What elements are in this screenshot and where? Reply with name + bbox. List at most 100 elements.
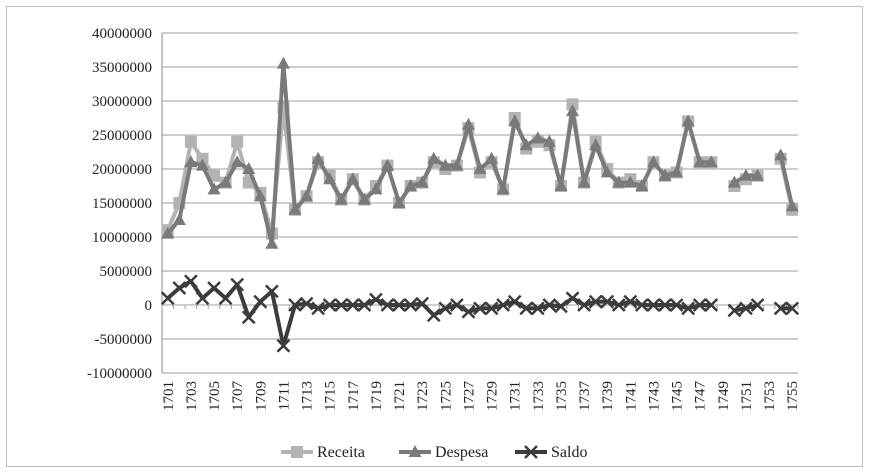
series-saldo-point-1737 <box>577 298 591 312</box>
series-saldo-point-1727 <box>461 304 476 319</box>
series-despesa-point-1745 <box>670 165 684 178</box>
series-saldo-point-1712-stroke-b <box>288 298 302 312</box>
series-saldo-point-1754 <box>773 301 788 316</box>
x-tick-label-15: 1731 <box>508 381 524 411</box>
series-despesa-point-1714 <box>311 151 325 164</box>
series-despesa-line-0 <box>166 61 712 246</box>
series-saldo-point-1719-stroke-b <box>369 292 383 307</box>
series-saldo-point-1719 <box>369 292 383 307</box>
series-saldo-point-1731 <box>507 294 522 309</box>
series-saldo-point-1707 <box>230 277 245 292</box>
legend-receita-label: Receita <box>317 444 365 461</box>
x-tick-label-9: 1719 <box>369 381 385 411</box>
x-tick-label-21: 1743 <box>646 381 662 411</box>
series-despesa-line-2 <box>778 154 795 207</box>
series-despesa-point-1721 <box>392 196 406 208</box>
series-despesa-point-1735 <box>554 179 568 191</box>
series-saldo-point-1717-stroke-b <box>345 298 360 312</box>
series-saldo-point-1713-stroke-b <box>299 296 314 311</box>
series-saldo-point-1732 <box>519 301 534 316</box>
series-saldo-point-1706 <box>218 291 233 306</box>
series-saldo-point-1708-stroke-b <box>241 310 256 325</box>
series-despesa-point-1738 <box>589 138 603 151</box>
x-tick-label-19: 1739 <box>600 381 616 411</box>
series-saldo-point-1710-stroke-b <box>264 284 279 299</box>
series-despesa-point-1748 <box>704 155 718 168</box>
series-saldo-point-1742-stroke-b <box>635 298 649 312</box>
legend-saldo-marker <box>524 445 538 459</box>
series-saldo-point-1750-stroke-b <box>727 303 742 318</box>
x-tick-label-10: 1721 <box>392 381 408 411</box>
series-despesa-point-1707 <box>230 155 244 168</box>
series-despesa-point-1737 <box>577 175 591 188</box>
x-tick-label-12: 1725 <box>438 381 454 411</box>
series-saldo-point-1752-stroke-b <box>750 298 765 312</box>
x-tick-label-23: 1747 <box>693 381 709 412</box>
series-despesa-point-1723 <box>415 175 429 188</box>
series-despesa-point-1718 <box>357 192 371 205</box>
series-saldo-point-1731-stroke-b <box>507 294 522 309</box>
series-despesa-point-1711 <box>276 56 290 69</box>
series-saldo-point-1714-stroke-b <box>311 301 325 316</box>
series-saldo-point-1722-stroke-b <box>403 298 418 312</box>
series-saldo-point-1747-stroke-b <box>692 298 707 312</box>
series-saldo-point-1704-stroke-b <box>195 291 210 306</box>
series-saldo-point-1704 <box>195 291 210 306</box>
series-despesa-point-1746 <box>681 114 695 127</box>
series-saldo-point-1733-stroke-b <box>530 301 545 316</box>
x-tick-label-27: 1755 <box>785 381 801 411</box>
series-saldo-point-1739 <box>600 294 615 309</box>
series-despesa-point-1710 <box>265 236 279 249</box>
series-saldo-point-1737-stroke-b <box>577 298 591 312</box>
series-saldo-point-1702 <box>172 281 187 295</box>
y-tick-label-1: 35000000 <box>92 60 152 76</box>
series-despesa-point-1720 <box>380 158 394 171</box>
series-saldo-point-1701-stroke-b <box>160 291 175 306</box>
x-tick-label-26: 1753 <box>762 381 778 411</box>
series-saldo-point-1748 <box>704 298 719 312</box>
series-saldo-point-1729-stroke-b <box>484 301 499 316</box>
series-receita-point-1703 <box>184 135 197 148</box>
y-tick-label-3: 25000000 <box>92 128 152 144</box>
series-saldo-point-1735 <box>554 299 568 314</box>
series-despesa-point-1708 <box>242 162 256 174</box>
y-tick-label-9: -5000000 <box>95 332 153 348</box>
series-saldo-point-1726 <box>449 298 464 312</box>
series-saldo-point-1720 <box>380 298 395 312</box>
series-saldo-point-1745-stroke-b <box>669 298 684 312</box>
series-despesa-point-1715 <box>323 172 337 185</box>
x-tick-label-24: 1749 <box>716 381 732 411</box>
series-despesa-point-1728 <box>473 162 487 174</box>
series-saldo-point-1739-stroke-b <box>600 294 615 309</box>
x-tick-label-20: 1741 <box>623 381 639 411</box>
y-tick-label-4: 20000000 <box>92 162 152 178</box>
x-tick-label-0: 1701 <box>161 381 177 411</box>
series-despesa-point-1705 <box>207 182 221 195</box>
series-saldo-point-1720-stroke-b <box>380 298 395 312</box>
series-despesa-point-1734 <box>542 134 556 147</box>
series-despesa-point-1712 <box>288 202 302 215</box>
series-saldo-point-1736 <box>565 291 580 306</box>
series-despesa-point-1752 <box>751 168 765 181</box>
series-despesa-point-1724 <box>427 151 441 164</box>
series-despesa-point-1713 <box>300 189 314 202</box>
x-tick-label-5: 1711 <box>276 381 292 410</box>
series-saldo-point-1718-stroke-b <box>357 298 372 312</box>
series-saldo-point-1710 <box>264 284 279 299</box>
series-despesa-point-1739 <box>600 165 614 178</box>
series-saldo-point-1743-stroke-b <box>646 298 661 312</box>
series-despesa-point-1755 <box>785 199 799 212</box>
series-saldo-point-1748-stroke-b <box>704 298 719 312</box>
series-saldo-point-1740-stroke-b <box>611 298 626 312</box>
series-saldo-point-1721 <box>392 298 406 312</box>
series-saldo-point-1752 <box>750 298 765 312</box>
x-tick-label-17: 1735 <box>554 381 570 411</box>
series-saldo-point-1712 <box>288 298 302 312</box>
series-despesa-point-1747 <box>693 155 707 168</box>
series-despesa-point-1744 <box>658 168 672 181</box>
series-saldo-point-1724-stroke-b <box>426 308 441 323</box>
series-saldo-point-1716 <box>334 298 349 312</box>
series-saldo-point-1711-stroke-b <box>276 338 291 353</box>
series-saldo-point-1741-stroke-b <box>623 294 638 309</box>
series-receita-point-1707 <box>231 135 244 148</box>
